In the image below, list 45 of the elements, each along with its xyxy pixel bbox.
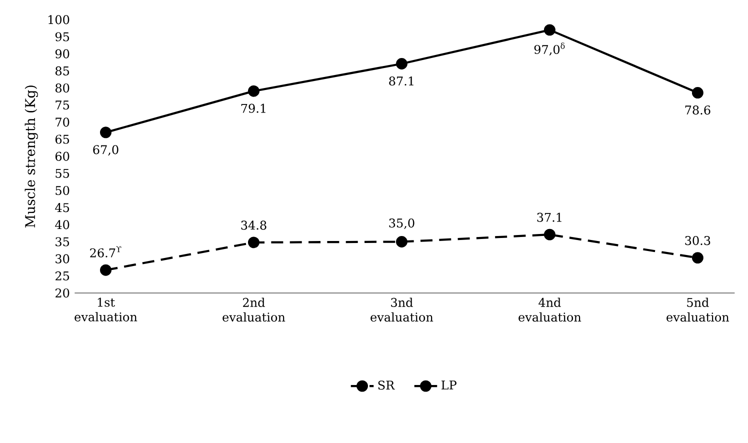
legend-label: LP	[442, 380, 456, 390]
data-label: 79.1	[241, 104, 266, 113]
data-label: 35,0	[389, 218, 414, 230]
point	[248, 85, 260, 97]
x-tick-label: 4nd evaluation	[518, 298, 582, 322]
y-tick-label: 80	[55, 83, 70, 93]
x-tick-label: 2nd evaluation	[222, 298, 286, 322]
point	[544, 228, 556, 240]
x-tick-label: 1st evaluation	[74, 298, 138, 322]
point	[692, 87, 704, 99]
y-tick-label: 95	[55, 32, 70, 42]
y-tick-label: 70	[56, 118, 70, 127]
y-tick-label: 30	[56, 254, 70, 264]
data-label: 34.8	[241, 220, 266, 230]
point	[100, 126, 112, 138]
data-label: 26.7$^{ϒ}$	[90, 246, 122, 258]
y-tick-label: 75	[56, 100, 70, 110]
data-label: 67,0	[93, 145, 118, 156]
y-tick-label: 55	[56, 168, 70, 178]
data-label: 97,0$^{δ}$	[534, 42, 565, 56]
y-tick-label: 100	[48, 15, 70, 24]
data-label: 37.1	[537, 212, 562, 222]
y-tick-label: 65	[55, 134, 70, 144]
point	[544, 24, 556, 36]
data-label: 87.1	[389, 76, 414, 86]
data-label: 78.6	[685, 105, 710, 115]
y-tick-label: 90	[55, 49, 70, 58]
y-tick-label: 45	[55, 203, 70, 212]
data-label: 30.3	[685, 236, 710, 246]
y-tick-label: 25	[56, 271, 70, 280]
y-tick-label: 20	[56, 288, 70, 298]
y-tick-label: 50	[56, 186, 70, 196]
point	[396, 58, 408, 70]
x-tick-label: 5nd evaluation	[666, 298, 730, 322]
point	[248, 236, 260, 248]
y-tick-label: 40	[55, 220, 70, 230]
y-tick-label: 35	[56, 237, 70, 246]
y-tick-label: 85	[55, 66, 70, 76]
x-tick-label: 3nd evaluation	[370, 298, 434, 322]
legend-label: SR	[378, 380, 395, 390]
point	[396, 236, 408, 248]
y-tick-label: 60	[55, 152, 70, 161]
point	[100, 264, 112, 276]
y-axis-title: Muscle strength (Kg)	[24, 86, 38, 228]
point	[692, 252, 704, 264]
